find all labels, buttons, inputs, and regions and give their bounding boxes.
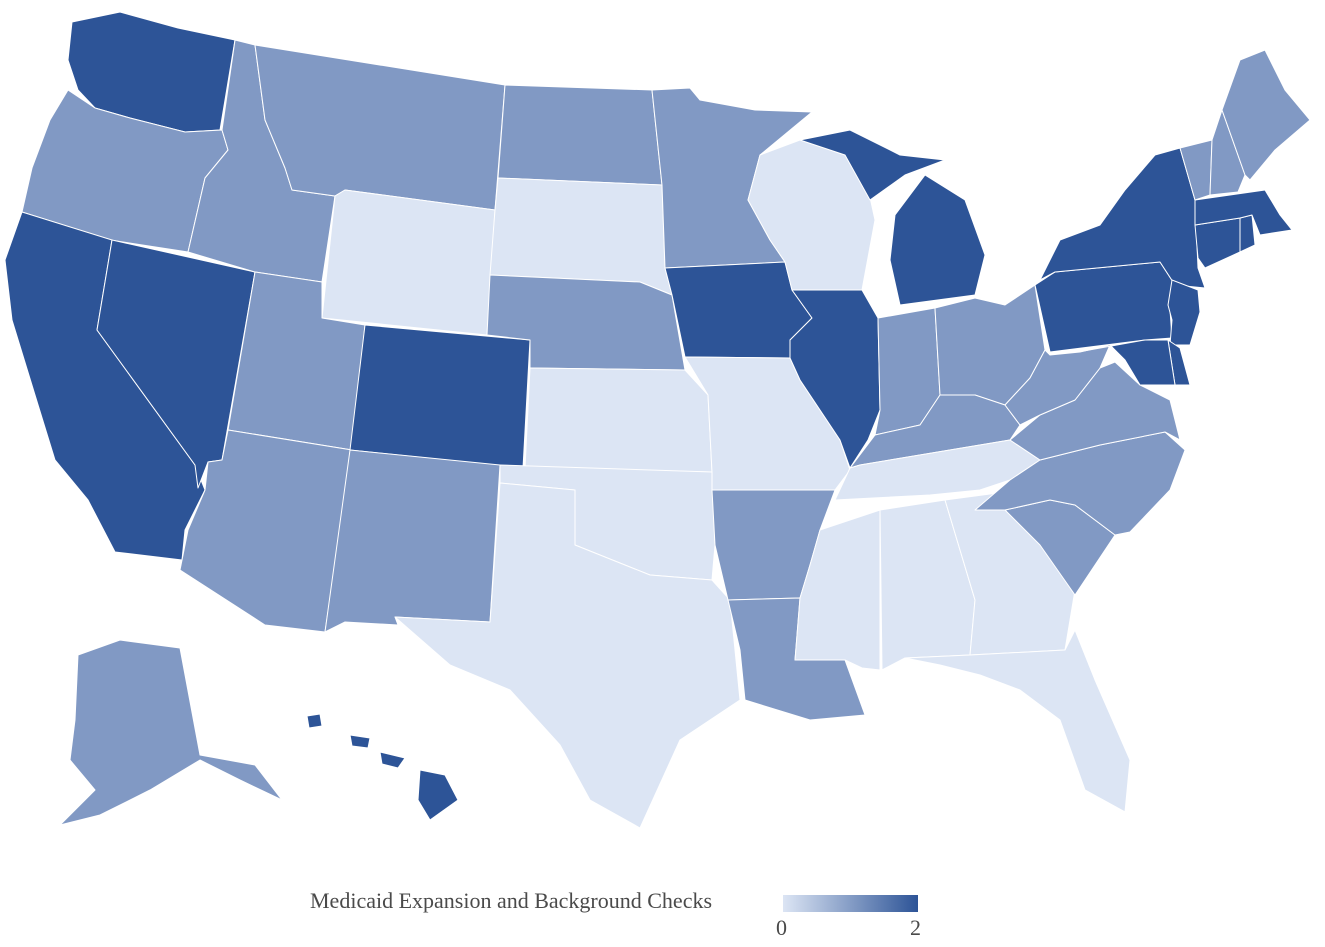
state-co[interactable] xyxy=(349,324,531,469)
state-hi[interactable] xyxy=(306,713,459,821)
state-wy[interactable] xyxy=(321,189,496,336)
legend-title: Medicaid Expansion and Background Checks xyxy=(310,888,713,913)
state-tx[interactable] xyxy=(394,482,741,829)
legend-color-bar xyxy=(783,895,918,912)
state-md[interactable] xyxy=(1077,339,1176,386)
legend-min-label: 0 xyxy=(776,915,787,940)
state-nm[interactable] xyxy=(324,449,501,633)
state-nj[interactable] xyxy=(1167,279,1201,346)
state-fl[interactable] xyxy=(904,629,1131,813)
state-ks[interactable] xyxy=(524,367,713,473)
state-ms[interactable] xyxy=(794,509,881,671)
state-nh[interactable] xyxy=(1209,109,1246,196)
state-me[interactable] xyxy=(1221,49,1311,181)
state-nd[interactable] xyxy=(497,84,663,186)
state-ct[interactable] xyxy=(1194,217,1241,269)
state-mi[interactable] xyxy=(799,129,986,306)
state-mt[interactable] xyxy=(254,44,506,211)
state-ak[interactable] xyxy=(59,639,283,826)
state-pa[interactable] xyxy=(1034,261,1176,353)
us-states-map xyxy=(4,11,1311,829)
map-legend: Medicaid Expansion and Background Checks… xyxy=(0,880,1325,947)
legend-max-label: 2 xyxy=(910,915,921,940)
state-ma[interactable] xyxy=(1194,189,1293,236)
state-ri[interactable] xyxy=(1239,214,1256,253)
state-il[interactable] xyxy=(789,289,881,469)
